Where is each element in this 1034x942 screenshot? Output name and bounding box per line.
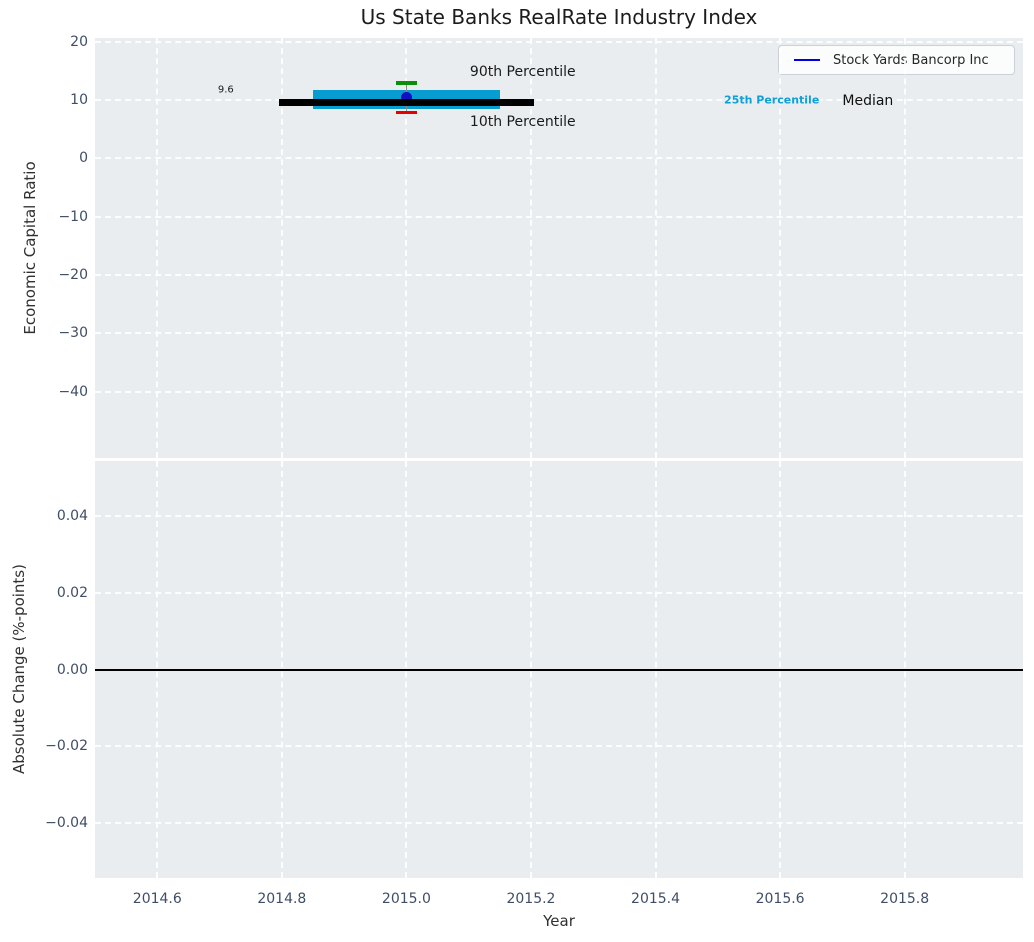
x-tick-label: 2015.4 — [631, 891, 681, 907]
x-tick-label: 2015.0 — [381, 891, 431, 907]
x-tick-label: 2015.2 — [506, 891, 556, 907]
annotation-25th-percentile: 25th Percentile — [724, 93, 820, 107]
x-tick-label: 2014.6 — [132, 891, 182, 907]
y-tick-label: −0.04 — [45, 814, 88, 831]
x-axis-label: Year — [543, 912, 575, 930]
y-tick-label: 10 — [70, 92, 88, 109]
chart-title: Us State Banks RealRate Industry Index — [360, 5, 758, 29]
annotation-90th-percentile: 90th Percentile — [469, 64, 576, 81]
gridline-horizontal — [95, 390, 1023, 393]
y-tick-label: 0.00 — [56, 661, 88, 678]
gridline-horizontal — [95, 821, 1023, 824]
company-dot — [400, 92, 412, 104]
legend-line-sample — [794, 59, 820, 61]
x-tick-label: 2014.8 — [257, 891, 307, 907]
legend-label: Stock Yards Bancorp Inc — [833, 52, 989, 68]
y-tick-label: −0.02 — [45, 738, 88, 754]
gridline-horizontal — [95, 273, 1023, 276]
gridline-horizontal — [95, 215, 1023, 218]
gridline-horizontal — [95, 745, 1023, 747]
top-plot-area — [95, 38, 1023, 458]
median-line — [278, 98, 535, 106]
gridline-vertical — [405, 38, 408, 458]
gridline-vertical — [779, 38, 782, 458]
legend: Stock Yards Bancorp Inc — [778, 45, 1015, 75]
x-tick-label: 2015.8 — [880, 891, 930, 907]
gridline-horizontal — [95, 591, 1023, 594]
gridline-vertical — [156, 38, 159, 458]
gridline-horizontal — [95, 515, 1023, 518]
y-tick-label: −20 — [58, 266, 88, 283]
gridline-horizontal — [95, 40, 1023, 43]
annotation-10th-percentile: 10th Percentile — [469, 113, 576, 130]
y-tick-label: 0 — [79, 150, 88, 167]
x-tick-label: 2015.6 — [755, 891, 805, 907]
top-y-axis-label: Economic Capital Ratio — [21, 161, 39, 335]
zero-line — [95, 668, 1023, 671]
p90-cap — [395, 81, 417, 85]
annotation-median: Median — [842, 93, 894, 110]
y-tick-label: −40 — [58, 383, 88, 400]
gridline-horizontal — [95, 332, 1023, 335]
y-tick-label: −30 — [58, 325, 88, 342]
gridline-horizontal — [95, 157, 1023, 160]
gridline-vertical — [280, 38, 283, 458]
gridline-vertical — [903, 38, 906, 458]
p10-cap — [395, 110, 417, 115]
y-tick-label: −10 — [58, 208, 88, 225]
gridline-vertical — [654, 38, 657, 458]
y-tick-label: 20 — [70, 33, 88, 50]
gridline-horizontal — [95, 99, 1023, 102]
annotation-9-6: 9.6 — [217, 84, 234, 96]
y-tick-label: 0.02 — [56, 584, 88, 601]
y-tick-label: 0.04 — [56, 508, 88, 525]
gridline-vertical — [529, 38, 532, 458]
